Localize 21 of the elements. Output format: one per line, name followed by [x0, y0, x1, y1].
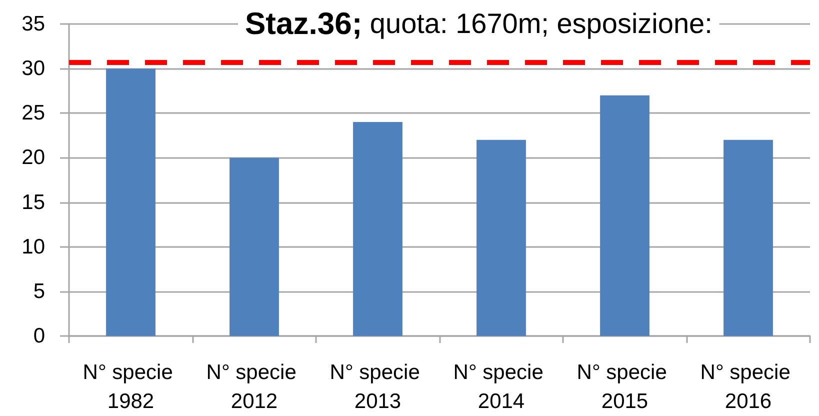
bar — [600, 95, 650, 336]
y-tick-label: 25 — [22, 102, 45, 125]
y-tick-label: 0 — [33, 324, 45, 348]
y-tick-label: 20 — [22, 146, 45, 170]
bar — [230, 158, 279, 336]
x-tick-label: N° specie 2016 — [700, 361, 796, 413]
y-tick-label: 15 — [22, 190, 45, 214]
bar — [106, 68, 156, 336]
x-tick-label: N° specie 2014 — [453, 361, 550, 413]
x-tick-label: N° specie 2013 — [330, 361, 426, 413]
y-tick-label: 35 — [22, 12, 45, 36]
y-tick-label: 30 — [22, 57, 45, 80]
chart-title: Staz.36; quota: 1670m; esposizione: — [245, 6, 712, 41]
bar — [476, 140, 526, 336]
y-tick-label: 10 — [22, 235, 45, 258]
bar — [353, 122, 402, 336]
bar — [724, 140, 773, 336]
y-tick-label: 5 — [33, 280, 45, 303]
x-tick-label: N° specie 2015 — [576, 361, 673, 413]
x-tick-label: N° specie 1982 — [82, 361, 179, 413]
x-tick-label: N° specie 2012 — [206, 361, 302, 413]
